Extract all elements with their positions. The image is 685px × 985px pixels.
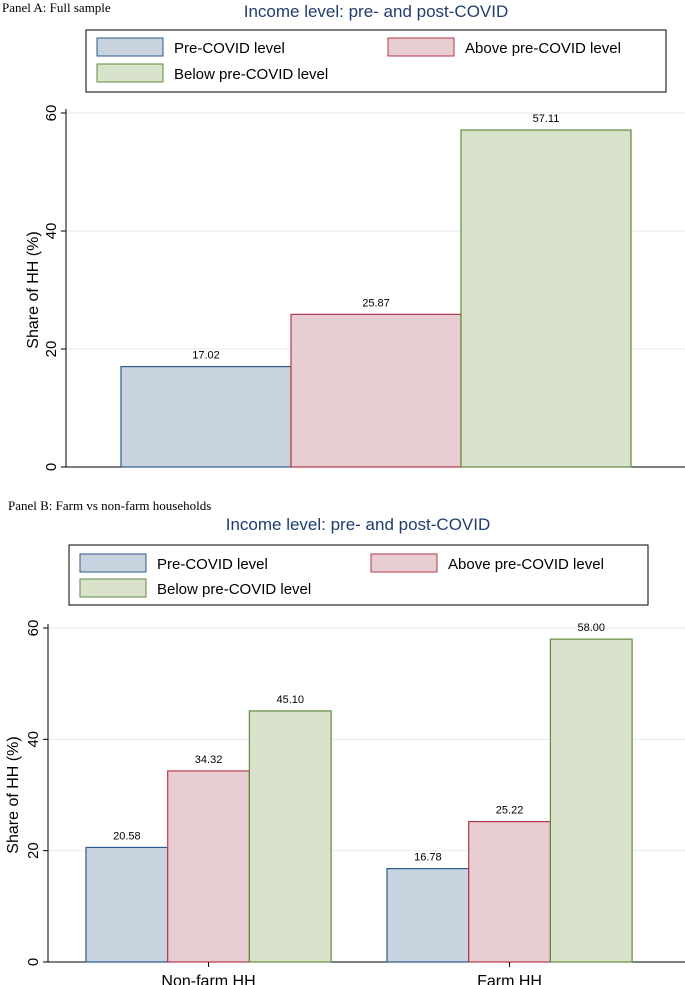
panel-a-bar-above-0	[290, 313, 462, 468]
panel-b-label: Panel B: Farm vs non-farm households	[8, 498, 211, 513]
panel-a-data-label-below-0: 57.11	[533, 113, 560, 125]
panel-b-data-label-above-1: 25.22	[496, 805, 524, 817]
panel-a-data-label-above-0: 25.87	[362, 297, 390, 309]
panel-b-legend: Pre-COVID level Above pre-COVID level Be…	[68, 544, 649, 606]
panel-a-legend-label-above: Above pre-COVID level	[465, 40, 621, 57]
panel-b-x-tick-label: Non-farm HH	[161, 973, 255, 985]
panel-b-data-label-above-0: 34.32	[195, 754, 223, 766]
panel-b: Panel B: Farm vs non-farm households Inc…	[5, 498, 685, 985]
panel-a-y-tick-label: 20	[43, 341, 60, 358]
panel-a-title: Income level: pre- and post-COVID	[244, 2, 509, 21]
panel-a-bar-pre-0	[120, 365, 292, 468]
panel-b-bar-pre-0	[85, 846, 169, 963]
panel-b-legend-swatch-above	[370, 553, 438, 573]
panel-a-data-label-pre-0: 17.02	[192, 350, 220, 362]
panel-b-y-tick-label: 20	[25, 842, 42, 859]
panel-a-legend: Pre-COVID level Above pre-COVID level Be…	[85, 29, 667, 93]
panel-a-plot: 0 20 40 60 Share of HH (%) 17.02 25.87 57.11	[25, 105, 685, 471]
panel-b-bar-above-1	[468, 821, 552, 963]
panel-a-legend-label-pre: Pre-COVID level	[174, 40, 285, 57]
panel-b-y-tick-label: 60	[25, 620, 42, 637]
panel-a-y-axis-label: Share of HH (%)	[25, 231, 42, 348]
panel-b-legend-swatch-pre	[79, 553, 147, 573]
panel-b-y-tick-label: 40	[25, 731, 42, 748]
panel-a-y-tick-label: 0	[43, 463, 60, 471]
panel-b-title: Income level: pre- and post-COVID	[226, 515, 491, 534]
panel-b-data-label-pre-0: 20.58	[113, 830, 141, 842]
panel-a-bar-below-0	[460, 129, 632, 468]
panel-b-data-label-below-0: 45.10	[276, 694, 304, 706]
panel-b-legend-label-pre: Pre-COVID level	[157, 556, 268, 573]
panel-b-bar-pre-1	[386, 867, 470, 963]
panel-b-bar-below-0	[248, 710, 332, 963]
panel-a-label: Panel A: Full sample	[2, 0, 111, 15]
panel-a-y-tick-label: 60	[43, 105, 60, 122]
panel-a-y-tick-label: 40	[43, 223, 60, 240]
panel-a-legend-swatch-above	[387, 37, 455, 57]
panel-b-y-tick-label: 0	[25, 958, 42, 966]
panel-b-bar-below-1	[549, 638, 633, 963]
panel-a-legend-box	[85, 29, 667, 93]
panel-b-legend-label-below: Below pre-COVID level	[157, 581, 311, 598]
panel-b-legend-label-above: Above pre-COVID level	[448, 556, 604, 573]
panel-b-plot: 0 20 40 60 Share of HH (%) 20.58 34.32 45.10 Non…	[5, 620, 685, 985]
panel-b-y-axis-label: Share of HH (%)	[5, 736, 22, 853]
panel-a-legend-label-below: Below pre-COVID level	[174, 66, 328, 83]
panel-a-legend-swatch-below	[96, 63, 164, 83]
panel-b-legend-swatch-below	[79, 578, 147, 598]
panel-b-bar-above-0	[167, 770, 250, 963]
panel-b-legend-box	[68, 544, 649, 606]
panel-b-data-label-below-1: 58.00	[577, 622, 605, 634]
panel-b-data-label-pre-1: 16.78	[414, 852, 442, 864]
panel-a: Panel A: Full sample Income level: pre- …	[2, 0, 685, 471]
panel-a-legend-swatch-pre	[96, 37, 164, 57]
panel-b-x-tick-label: Farm HH	[477, 973, 542, 985]
